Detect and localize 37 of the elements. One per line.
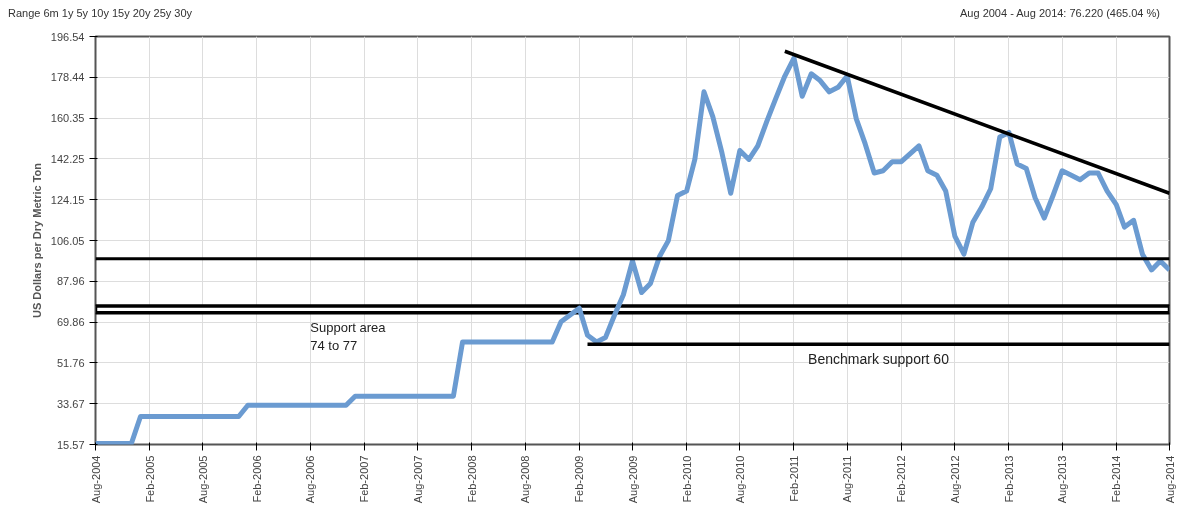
x-tick-label: Aug-2011 xyxy=(841,455,854,503)
text: Aug 2004 - Aug 2014: 76.220 (465.04 %) xyxy=(960,6,1160,21)
x-tick-label: Aug-2010 xyxy=(733,455,746,504)
annotation: Benchmark support 60 xyxy=(808,351,950,368)
y-tick-label: 160.35 xyxy=(50,112,85,125)
x-tick-label: Feb-2013 xyxy=(1002,455,1015,503)
text: Range 6m 1y 5y 10y 15y 20y 25y 30y xyxy=(8,6,193,21)
x-tick-label: Feb-2006 xyxy=(250,455,263,503)
x-tick-label: Aug-2013 xyxy=(1056,455,1069,504)
x-tick-label: Aug-2012 xyxy=(948,455,961,504)
x-tick-label: Feb-2010 xyxy=(680,455,693,503)
y-tick-label: 178.44 xyxy=(50,71,85,84)
x-tick-label: Feb-2009 xyxy=(573,455,586,503)
x-tick-label: Aug-2014 xyxy=(1163,455,1176,504)
x-tick-label: Feb-2008 xyxy=(465,455,478,503)
x-tick-label: Aug-2007 xyxy=(411,455,424,504)
x-tick-label: Feb-2005 xyxy=(143,455,156,503)
band-label: Support area 74 to 77 xyxy=(310,319,387,353)
x-tick-label: Aug-2006 xyxy=(304,455,317,504)
x-tick-label: Feb-2007 xyxy=(358,455,371,503)
y-axis-title: US Dollars per Dry Metric Ton xyxy=(30,162,43,319)
y-tick-label: 87.96 xyxy=(56,275,85,288)
x-tick-label: Aug-2004 xyxy=(89,455,102,504)
x-tick-label: Aug-2009 xyxy=(626,455,639,504)
x-tick-label: Feb-2014 xyxy=(1110,455,1123,503)
x-tick-label: Feb-2011 xyxy=(787,455,800,502)
y-tick-label: 33.67 xyxy=(56,397,85,410)
x-tick-label: Aug-2005 xyxy=(196,455,209,504)
x-tick-label: Aug-2008 xyxy=(519,455,532,504)
y-tick-label: 106.05 xyxy=(50,234,85,247)
y-tick-label: 124.15 xyxy=(50,193,85,206)
y-tick-label: 142.25 xyxy=(50,152,85,165)
y-tick-label: 69.86 xyxy=(56,316,85,329)
y-tick-label: 196.54 xyxy=(50,30,85,43)
x-tick-label: Feb-2012 xyxy=(895,455,908,503)
y-tick-label: 15.57 xyxy=(56,438,85,451)
y-tick-label: 51.76 xyxy=(56,356,85,369)
